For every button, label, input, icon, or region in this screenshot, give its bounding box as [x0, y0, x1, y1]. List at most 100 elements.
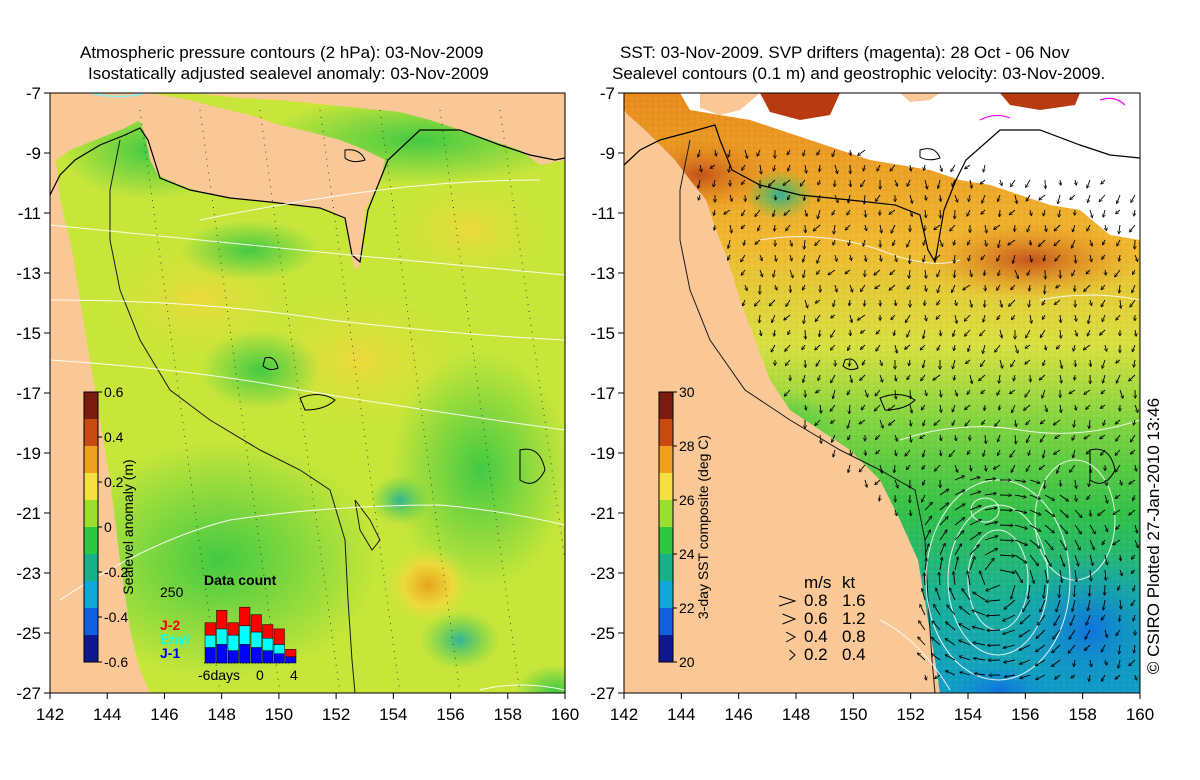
velocity-arrow — [786, 224, 791, 231]
velocity-arrow — [936, 314, 941, 319]
data-count-bar — [227, 650, 239, 664]
velocity-arrow — [1071, 674, 1076, 678]
velocity-arrow — [998, 449, 1000, 455]
velocity-arrow — [785, 344, 791, 351]
velocity-arrow — [1116, 419, 1121, 424]
left-x-tick-label: 154 — [379, 705, 407, 724]
velocity-arrow — [773, 269, 775, 277]
velocity-arrow — [1116, 314, 1121, 320]
velocity-arrow — [850, 179, 851, 187]
velocity-arrow — [819, 329, 820, 337]
velocity-arrow — [1087, 494, 1091, 499]
velocity-arrow — [981, 359, 986, 366]
velocity-arrow — [1069, 629, 1076, 639]
left-island-1 — [299, 394, 336, 411]
velocity-arrow — [962, 589, 971, 601]
velocity-arrow — [1059, 539, 1066, 550]
velocity-arrow — [1073, 449, 1076, 458]
velocity-arrow — [849, 359, 850, 366]
velocity-arrow — [790, 284, 791, 292]
velocity-arrow — [954, 518, 965, 526]
velocity-arrow — [986, 600, 1001, 601]
velocity-arrow — [805, 329, 806, 339]
velocity-arrow — [1041, 419, 1046, 424]
velocity-arrow — [906, 314, 911, 322]
velocity-arrow — [907, 374, 911, 380]
velocity-arrow — [969, 545, 979, 556]
velocity-arrow — [1133, 584, 1135, 591]
velocity-arrow — [1104, 629, 1107, 637]
velocity-arrow — [1060, 479, 1061, 486]
velocity-arrow — [850, 449, 852, 455]
velocity-arrow — [891, 314, 896, 320]
velocity-arrow — [729, 164, 730, 172]
velocity-arrow — [817, 149, 821, 155]
velocity-arrow — [953, 359, 956, 369]
velocity-arrow — [954, 464, 958, 472]
velocity-arrow — [1024, 404, 1031, 410]
velocity-arrow — [713, 179, 715, 187]
velocity-arrow — [755, 209, 761, 216]
left-y-tick-label: -19 — [16, 444, 41, 463]
velocity-arrow — [1027, 434, 1031, 442]
velocity-arrow — [831, 314, 836, 318]
velocity-arrow — [1086, 614, 1091, 625]
velocity-arrow — [939, 489, 949, 496]
velocity-arrow — [1131, 449, 1136, 454]
velocity-arrow — [862, 359, 866, 365]
right-axes: 142 144 146 148 150 152 154 156 158 160 -7 -9 -11 -13… — [590, 84, 1154, 724]
velocity-arrow — [999, 209, 1000, 217]
velocity-arrow — [954, 374, 955, 380]
velocity-arrow — [894, 179, 897, 186]
velocity-arrow — [954, 531, 964, 541]
velocity-arrow — [1054, 239, 1061, 246]
velocity-arrow — [1099, 194, 1106, 202]
velocity-legend-ms-value: 0.6 — [804, 609, 828, 628]
velocity-arrow — [818, 194, 820, 201]
velocity-arrow — [1129, 374, 1136, 381]
velocity-arrow — [875, 404, 881, 411]
velocity-arrow — [1068, 644, 1076, 653]
velocity-arrow — [985, 224, 987, 233]
velocity-arrow — [910, 434, 911, 442]
velocity-arrow — [925, 299, 926, 305]
velocity-arrow — [1043, 209, 1045, 216]
velocity-arrow — [1040, 329, 1046, 337]
velocity-arrow — [861, 404, 866, 410]
velocity-arrow — [865, 224, 867, 231]
velocity-arrow — [775, 194, 776, 200]
velocity-arrow — [981, 389, 986, 393]
velocity-arrow — [1059, 524, 1068, 534]
data-count-bar — [227, 634, 239, 651]
velocity-arrow — [1020, 659, 1031, 664]
velocity-arrow — [1004, 599, 1016, 609]
velocity-arrow — [1044, 584, 1045, 598]
velocity-arrow — [1026, 419, 1031, 425]
velocity-arrow — [1003, 614, 1016, 621]
data-count-legend-j-1: J-1 — [160, 645, 180, 661]
velocity-arrow — [1088, 314, 1090, 323]
velocity-arrow — [1075, 329, 1077, 336]
left-x-tick-label: 152 — [322, 705, 350, 724]
data-count-bar — [273, 644, 285, 654]
left-x-tick-label: 142 — [36, 705, 64, 724]
velocity-arrow — [984, 522, 997, 526]
velocity-arrow — [1036, 674, 1046, 680]
velocity-arrow — [925, 269, 926, 278]
left-x-tick-label: 148 — [207, 705, 235, 724]
velocity-arrow — [952, 284, 956, 292]
right-colorbar-segment — [659, 554, 673, 582]
velocity-arrow — [803, 269, 805, 278]
velocity-arrow — [783, 179, 791, 185]
velocity-arrow — [969, 374, 972, 383]
left-colorbar-segment — [84, 527, 98, 555]
velocity-legend-kt-value: 1.2 — [842, 609, 866, 628]
velocity-arrow — [925, 209, 926, 218]
velocity-arrow — [864, 194, 865, 204]
velocity-arrow — [859, 464, 866, 472]
velocity-arrow — [997, 389, 1001, 395]
left-colorbar-tick: -0.6 — [104, 654, 128, 670]
velocity-arrow — [890, 164, 896, 171]
velocity-arrow — [1129, 659, 1136, 666]
left-colorbar-segment — [84, 446, 98, 474]
